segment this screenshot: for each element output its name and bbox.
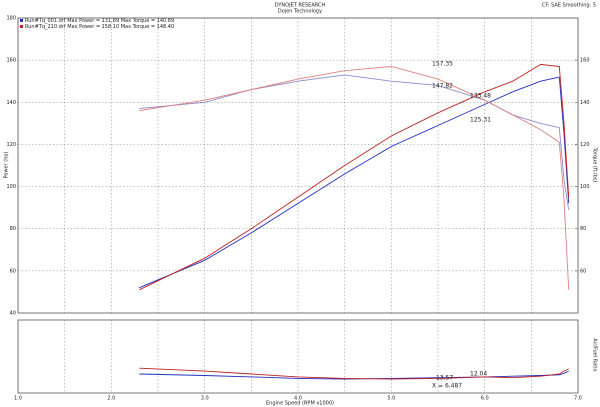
x-tick-label: 1.0 [14, 396, 22, 402]
annotation: 133.48 [470, 93, 491, 100]
legend-swatch [20, 25, 23, 28]
x-axis-label: Engine Speed (RPM x1000) [266, 401, 334, 407]
series-line [139, 66, 570, 290]
y-tick-label: 140 [6, 100, 16, 106]
y-tick-label: 160 [6, 58, 16, 64]
x-tick-label: 7.0 [574, 396, 582, 402]
corner-note: CF: SAE Smoothing: 5 [542, 3, 596, 9]
y-tick-label: 40 [10, 311, 16, 317]
y2-tick-label: 100 [580, 184, 590, 190]
legend-entry: Run#Tq_210.drf Max Power = 158.10 Max To… [25, 24, 174, 30]
annotation: 13.57 [436, 375, 453, 382]
y-tick-label: 100 [6, 184, 16, 190]
x-tick-label: 4.0 [294, 396, 302, 402]
annotation: 147.82 [432, 83, 453, 90]
legend-swatch [20, 19, 23, 22]
y2-tick-label: 80 [580, 226, 586, 232]
series-line [139, 76, 570, 289]
y-tick-label: 80 [10, 226, 16, 232]
series-line [139, 367, 569, 380]
x-tick-label: 5.0 [387, 396, 395, 402]
chart-title: DYNOJET RESEARCH [275, 3, 326, 9]
x-tick-label: 3.0 [201, 396, 209, 402]
y2-axis-label: Torque (ft-lbs) [592, 147, 598, 183]
chart-subtitle: Dojen Technology [278, 9, 322, 15]
y-axis-label: Power (hp) [4, 151, 10, 178]
annotation: X = 6.487 [432, 383, 462, 390]
y2-tick-label: 60 [580, 268, 586, 274]
x-tick-label: 2.0 [107, 396, 115, 402]
y2-tick-label: 140 [580, 100, 590, 106]
y-tick-label: 120 [6, 142, 16, 148]
y2-tick-label: 160 [580, 58, 590, 64]
y-tick-label: 180 [6, 16, 16, 22]
y-tick-label: 60 [10, 268, 16, 274]
y3-axis-label: Air/Fuel Ratio [592, 338, 598, 371]
annotation: 157.35 [432, 61, 453, 68]
annotation: 12.04 [470, 371, 487, 378]
series-line [139, 370, 569, 380]
y2-tick-label: 120 [580, 142, 590, 148]
legend-entry: Run#Tq_001.drf Max Power = 131.89 Max To… [25, 18, 174, 24]
series-line [139, 63, 570, 291]
x-tick-label: 6.0 [481, 396, 489, 402]
annotation: 125.31 [470, 117, 491, 124]
